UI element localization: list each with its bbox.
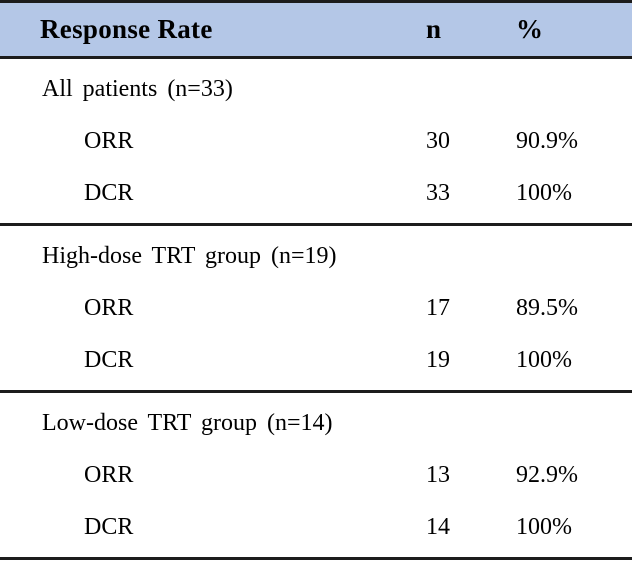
section-title: All patients (n=33) [42,75,233,102]
section-title-row: Low-dose TRT group (n=14) [0,397,632,449]
cell-percent: 89.5% [516,294,578,321]
cell-percent: 100% [516,513,572,540]
table-row: DCR 14 100% [0,501,632,553]
row-label: ORR [84,294,134,321]
row-label: ORR [84,127,134,154]
row-label: DCR [84,346,134,373]
header-col-percent: % [516,14,543,44]
table-row: ORR 30 90.9% [0,115,632,167]
table-row: ORR 13 92.9% [0,449,632,501]
cell-n: 30 [426,127,450,154]
row-label: DCR [84,513,134,540]
row-label: ORR [84,461,134,488]
cell-n: 14 [426,513,450,540]
cell-n: 33 [426,179,450,206]
cell-percent: 92.9% [516,461,578,488]
header-col-n: n [426,14,442,44]
cell-n: 17 [426,294,450,321]
cell-n: 19 [426,346,450,373]
table-header-row: Response Rate n % [0,0,632,59]
table-row: DCR 33 100% [0,167,632,219]
table-row: DCR 19 100% [0,334,632,386]
cell-percent: 100% [516,346,572,373]
table-row: ORR 17 89.5% [0,282,632,334]
section-all-patients: All patients (n=33) ORR 30 90.9% DCR 33 … [0,59,632,226]
section-title: Low-dose TRT group (n=14) [42,409,333,436]
cell-n: 13 [426,461,450,488]
section-low-dose-trt: Low-dose TRT group (n=14) ORR 13 92.9% D… [0,393,632,560]
section-title-row: All patients (n=33) [0,63,632,115]
section-high-dose-trt: High-dose TRT group (n=19) ORR 17 89.5% … [0,226,632,393]
header-response-rate: Response Rate [40,14,213,44]
response-rate-table: Response Rate n % All patients (n=33) OR… [0,0,632,560]
row-label: DCR [84,179,134,206]
section-title: High-dose TRT group (n=19) [42,242,337,269]
cell-percent: 100% [516,179,572,206]
section-title-row: High-dose TRT group (n=19) [0,230,632,282]
cell-percent: 90.9% [516,127,578,154]
